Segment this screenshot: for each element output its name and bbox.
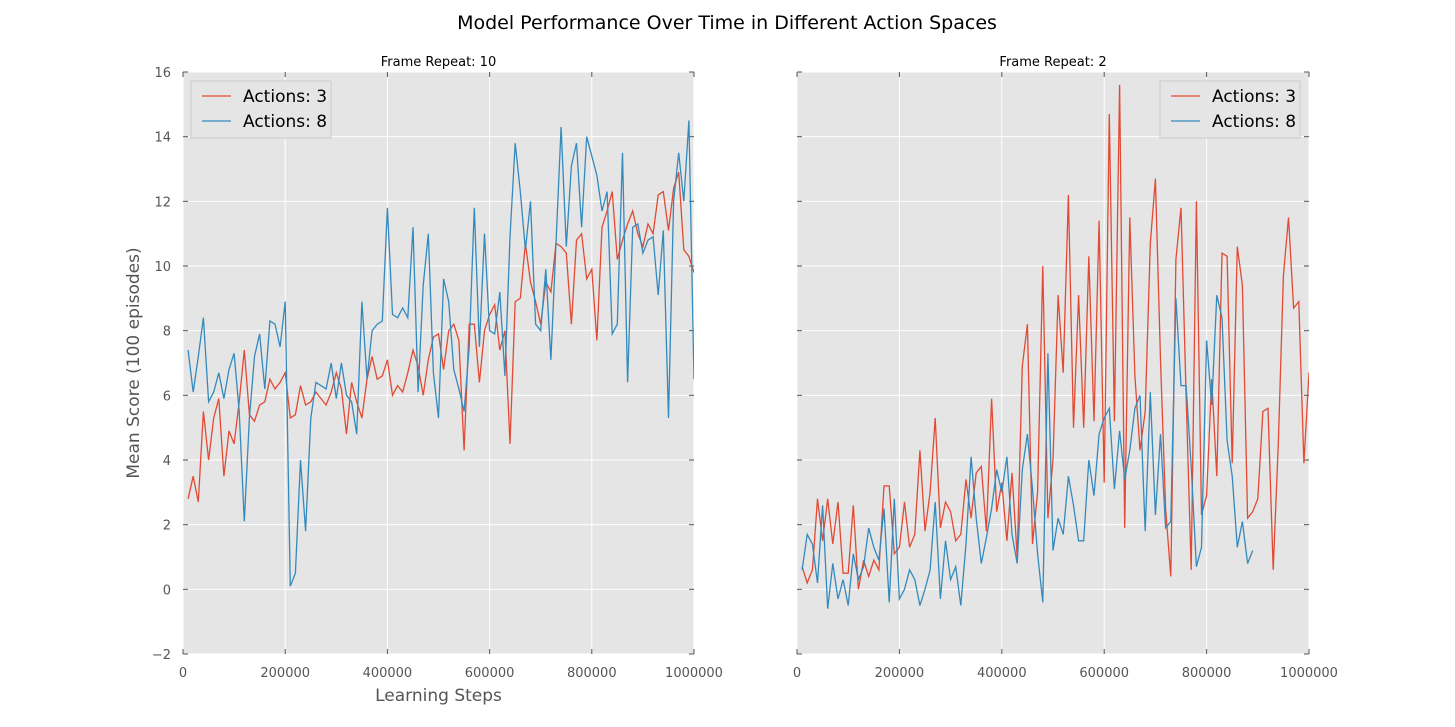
figure-title: Model Performance Over Time in Different… (457, 12, 997, 34)
y-tick-label: 14 (154, 131, 171, 146)
series-line-actions-8 (187, 120, 694, 587)
x-tick-label: 200000 (875, 666, 925, 681)
x-tick-label: 1000000 (1280, 666, 1338, 681)
y-tick-label: 0 (163, 583, 171, 598)
plot-area (797, 72, 1309, 654)
legend-label: Actions: 3 (1212, 87, 1296, 107)
x-tick-label: 200000 (260, 666, 310, 681)
x-tick-label: 800000 (1182, 666, 1232, 681)
legend-label: Actions: 3 (243, 87, 327, 107)
x-tick-label: 1000000 (665, 666, 723, 681)
y-tick-label: 2 (163, 519, 171, 534)
legend-label: Actions: 8 (1212, 112, 1296, 132)
series-line-actions-8 (801, 294, 1254, 609)
legend-label: Actions: 8 (243, 112, 327, 132)
x-tick-label: 800000 (567, 666, 617, 681)
subplot-frame-repeat-2: 0 200000 400000 600000 800000 1000000 Frame Re… (793, 55, 1338, 681)
y-tick-label: 12 (154, 195, 171, 210)
y-tick-label: 16 (154, 66, 171, 81)
x-tick-label: 400000 (977, 666, 1027, 681)
y-tick-label: 10 (154, 260, 171, 275)
legend: Actions: 3 Actions: 8 (190, 80, 332, 139)
series-line-actions-3 (801, 84, 1309, 590)
y-axis-label: Mean Score (100 episodes) (124, 247, 144, 478)
y-tick-label: −2 (152, 648, 171, 663)
subplot-title: Frame Repeat: 2 (999, 55, 1106, 70)
plot-area (183, 72, 694, 654)
x-tick-label: 600000 (1079, 666, 1129, 681)
x-axis-label: Learning Steps (375, 686, 502, 706)
legend-box (1159, 80, 1301, 139)
y-tick-label: 8 (163, 325, 171, 340)
x-tick-label: 400000 (363, 666, 413, 681)
y-tick-label: 4 (163, 454, 171, 469)
y-tick-label: 6 (163, 389, 171, 404)
x-tick-label: 600000 (465, 666, 515, 681)
legend: Actions: 3 Actions: 8 (1159, 80, 1301, 139)
legend-box (190, 80, 332, 139)
subplot-frame-repeat-10: 0 200000 400000 600000 800000 1000000 −2 0 2 4 6 8 1… (124, 55, 723, 706)
x-tick-label: 0 (179, 666, 187, 681)
x-tick-label: 0 (793, 666, 801, 681)
subplot-title: Frame Repeat: 10 (381, 55, 496, 70)
